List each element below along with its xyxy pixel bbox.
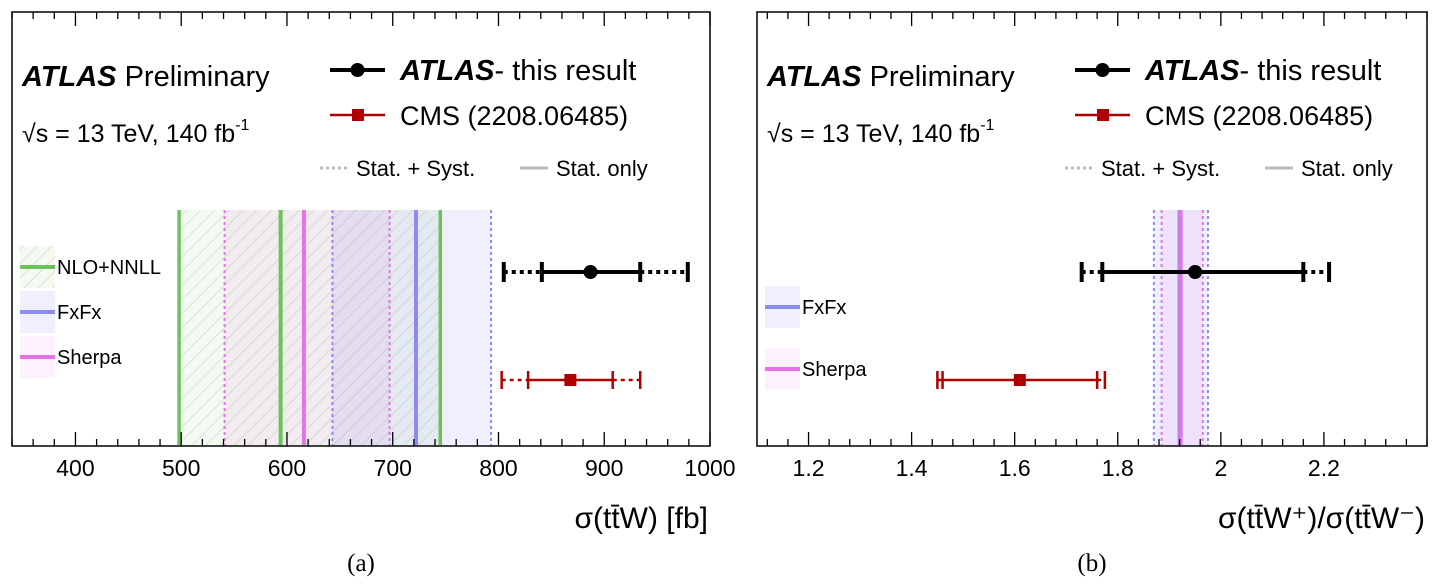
x-tick-label: 400 [56,455,94,481]
prediction-band-nlonnll [179,210,441,445]
legend-cms-marker [352,109,364,121]
x-tick-label: 1.4 [896,455,928,481]
energy-lumi-label: √s = 13 TeV, 140 fb-1 [767,117,995,148]
x-axis-label: σ(tt̄W) [fb] [574,502,708,535]
x-tick-label: 500 [162,455,200,481]
x-tick-label: 1000 [684,455,735,481]
legend-label-sherpa: Sherpa [802,359,867,381]
plot-frame [756,11,1428,447]
legend-cms: CMS (2208.06485) [400,101,628,131]
legend-label-sherpa: Sherpa [57,347,122,369]
header-space [117,61,125,93]
legend-atlas-marker [350,63,365,77]
legend-stat-syst: Stat. + Syst. [1101,156,1220,181]
panel-label: (b) [1077,550,1106,577]
legend-atlas-bold: ATLAS [1144,55,1240,87]
legend-label-nlonnll: NLO+NNLL [57,257,161,279]
panel-label: (a) [347,550,375,577]
legend-stat-only: Stat. only [556,156,648,181]
atlas-label: ATLAS [21,61,117,93]
x-tick-label: 800 [479,455,517,481]
status-label: Preliminary [125,61,271,93]
x-axis-label-main: σ(tt̄W⁺)/σ(tt̄W⁻) [1218,502,1425,535]
legend-cms-marker [1097,109,1109,121]
legend-atlas: ATLAS- this result [399,55,636,87]
energy-lumi-text: √s = 13 TeV, 140 fb [767,120,980,148]
prediction-band-fxfx [332,210,492,445]
x-axis-label-unit: [fb] [658,502,708,535]
energy-lumi-exponent: -1 [980,117,994,134]
chart-panel-b: 1.2 1.4 1.6 1.8 2 2.2 σ(tt̄W⁺)/σ(tt̄W⁻) ATLAS P… [756,11,1428,577]
x-tick-label: 2 [1214,455,1227,481]
legend-atlas: ATLAS- this result [1144,55,1381,87]
energy-lumi-label: √s = 13 TeV, 140 fb-1 [22,117,250,148]
header-space [862,61,870,93]
legend-label-fxfx: FxFx [57,302,101,324]
atlas-header: ATLAS Preliminary [21,61,270,93]
legend-atlas-marker [1095,63,1110,77]
chart-panel-a: 400 500 600 700 800 900 1000 σ(tt̄W) [fb] ATLAS … [11,11,736,577]
prediction-band-sherpa [224,210,390,445]
x-tick-label: 900 [585,455,623,481]
legend-stat-only: Stat. only [1301,156,1393,181]
x-tick-label: 600 [268,455,306,481]
point-cms [564,374,577,386]
x-tick-label: 1.2 [793,455,825,481]
x-tick-label: 2.2 [1308,455,1340,481]
x-tick-label: 1.8 [1102,455,1134,481]
x-axis-label: σ(tt̄W⁺)/σ(tt̄W⁻) [1218,502,1425,535]
energy-lumi-text: √s = 13 TeV, 140 fb [22,120,235,148]
legend-label-fxfx: FxFx [802,297,846,319]
legend-atlas-rest: - this result [1240,55,1382,87]
x-tick-label: 1.6 [999,455,1031,481]
point-cms [1013,374,1026,386]
atlas-label: ATLAS [766,61,862,93]
point-atlas [1188,265,1203,279]
atlas-header: ATLAS Preliminary [766,61,1015,93]
plot-frame [11,11,711,447]
legend-stat-syst: Stat. + Syst. [356,156,475,181]
status-label: Preliminary [870,61,1016,93]
point-atlas [583,265,598,279]
legend-atlas-bold: ATLAS [399,55,495,87]
x-axis-label-main: σ(tt̄W) [574,502,657,535]
x-tick-label: 700 [374,455,412,481]
energy-lumi-exponent: -1 [235,117,249,134]
legend-cms: CMS (2208.06485) [1145,101,1373,131]
legend-atlas-rest: - this result [495,55,637,87]
